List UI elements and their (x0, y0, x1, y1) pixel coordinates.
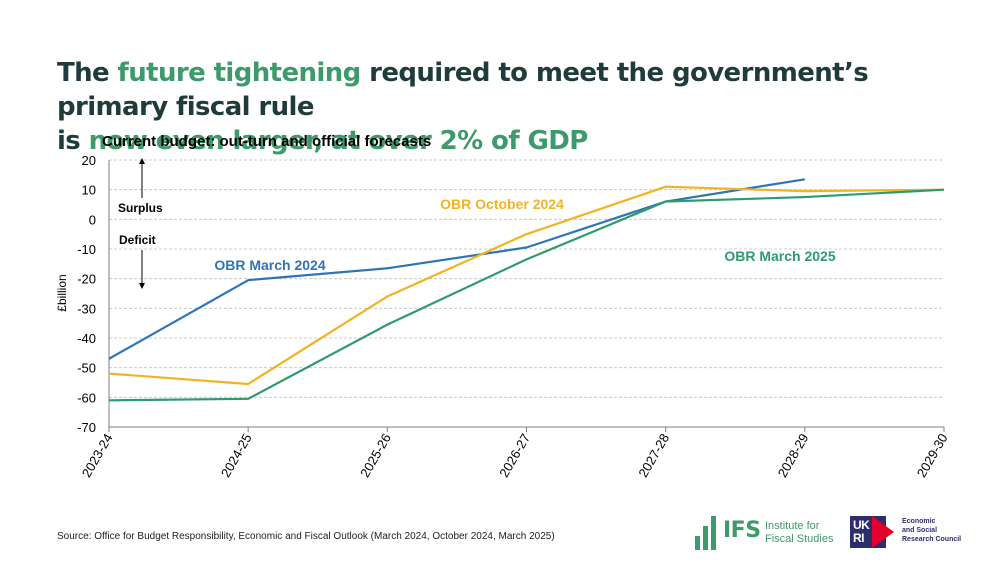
y-tick-label: -60 (77, 390, 96, 405)
ukri-esrc-logo: UK RI Economic and Social Research Counc… (850, 516, 990, 552)
x-tick-label: 2029-30 (914, 431, 951, 480)
y-tick-label: -10 (77, 242, 96, 257)
series-label-0: OBR March 2024 (214, 257, 325, 273)
ifs-name-line-1: Institute for (765, 520, 820, 532)
esrc-line-3: Research Council (902, 536, 962, 543)
ifs-bars-icon (695, 516, 716, 550)
chart-labels: OBR March 2024 OBR October 2024 OBR March … (214, 196, 835, 273)
y-tick-label: 10 (82, 183, 96, 198)
chart-series (108, 178, 945, 402)
series-line-0 (108, 178, 806, 360)
title-highlight-1: future tightening (117, 58, 362, 88)
ifs-full-name: Institute for Fiscal Studies (765, 520, 833, 546)
y-tick-label: 0 (89, 212, 96, 227)
x-tick-label: 2027-28 (635, 431, 672, 480)
title-part-3: required to meet the government’s primar… (57, 58, 869, 122)
title-part-4: is (57, 126, 89, 156)
page-title: The future tightening required to meet t… (57, 56, 957, 158)
ifs-wordmark: IFS (723, 518, 761, 543)
source-note: Source: Office for Budget Responsibility… (57, 531, 555, 542)
ukri-red-chevron (872, 516, 894, 548)
y-tick-label: -20 (77, 272, 96, 287)
ukri-text-line-2: RI (853, 531, 865, 545)
ifs-logo: IFS Institute for Fiscal Studies (695, 506, 835, 550)
y-tick-label: -40 (77, 331, 96, 346)
deficit-arrowhead (139, 283, 145, 289)
surplus-deficit-annotation: Surplus Deficit (118, 158, 163, 289)
chart-title: Current budget: out-turn and official fo… (102, 133, 432, 150)
series-label-1: OBR October 2024 (440, 196, 564, 212)
esrc-name: Economic and Social Research Council (902, 517, 961, 544)
title-part-1: The (57, 58, 118, 88)
surplus-label: Surplus (118, 201, 163, 215)
y-tick-label: -70 (77, 420, 96, 435)
series-line-2 (108, 188, 945, 402)
ifs-name-line-2: Fiscal Studies (765, 533, 834, 545)
x-tick-label: 2025-26 (357, 431, 394, 480)
series-label-2: OBR March 2025 (724, 248, 835, 264)
esrc-line-2: and Social (902, 527, 938, 534)
y-axis-label: £billion (55, 274, 69, 311)
x-tick-label: 2026-27 (496, 431, 533, 480)
deficit-label: Deficit (119, 233, 156, 247)
title-highlight-2: now even larger, at over 2% of GDP (88, 126, 589, 156)
ukri-text-line-1: UK (853, 518, 870, 532)
y-tick-label: 20 (82, 153, 96, 168)
x-tick-label: 2023-24 (79, 431, 116, 480)
y-tick-label: -30 (77, 301, 96, 316)
surplus-arrowhead (139, 158, 145, 164)
esrc-line-1: Economic (902, 518, 936, 525)
series-line-1 (108, 185, 945, 386)
x-tick-label: 2024-25 (218, 431, 255, 480)
x-tick-label: 2028-29 (775, 431, 812, 480)
y-tick-label: -50 (77, 361, 96, 376)
